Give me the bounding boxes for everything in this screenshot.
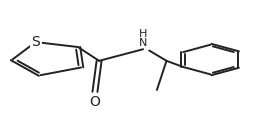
Text: S: S [31,35,40,49]
Text: H
N: H N [139,29,147,48]
Text: O: O [90,95,100,109]
